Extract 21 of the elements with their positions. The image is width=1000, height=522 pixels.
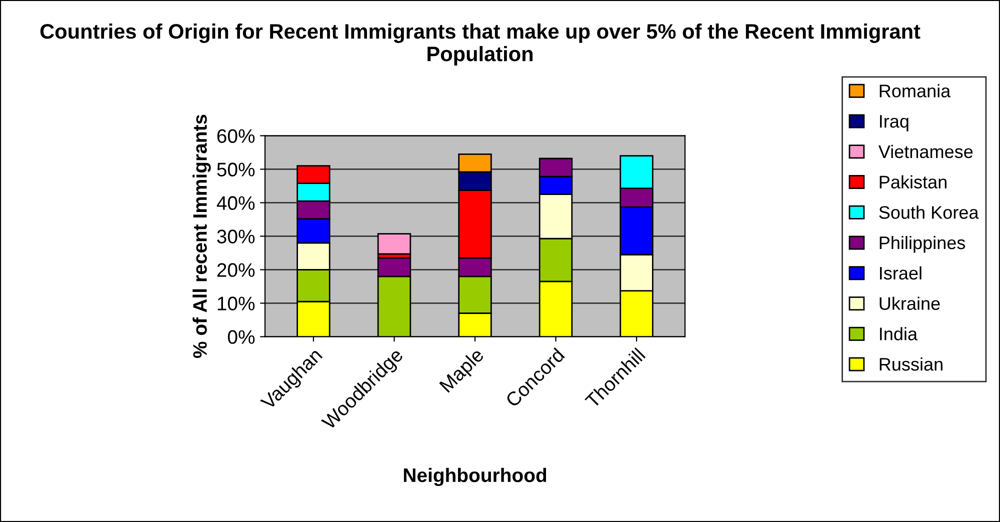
y-tick-label: 50% [217, 162, 255, 176]
legend-label: Russian [880, 357, 942, 371]
legend-label: Philippines [880, 236, 966, 253]
y-tick-label: 0% [228, 330, 255, 344]
legend-label: Israel [880, 266, 922, 280]
y-axis-title: % of All recent Immigrants [192, 114, 211, 358]
bar [377, 233, 412, 255]
y-tick-label: 30% [217, 230, 255, 244]
legend-label: Vietnamese [878, 144, 973, 158]
legend-label: Pakistan [880, 175, 946, 188]
y-tick-label: 10% [218, 296, 255, 310]
y-tick-label: 60% [217, 129, 255, 143]
y-tick-label: 40% [216, 196, 255, 210]
legend-label: Iraq [880, 115, 908, 132]
legend-label: India [880, 327, 918, 340]
chart-title: Countries of Origin for Recent Immigrants that make up over 5% of the Recent Immigrant Population [40, 23, 920, 66]
legend-label: Romania [880, 84, 951, 98]
x-axis-title: Neighbourhood [404, 468, 546, 486]
y-tick-label: 20% [217, 263, 255, 277]
legend-label: South Korea [879, 206, 979, 219]
legend-label: Ukraine [880, 296, 940, 310]
